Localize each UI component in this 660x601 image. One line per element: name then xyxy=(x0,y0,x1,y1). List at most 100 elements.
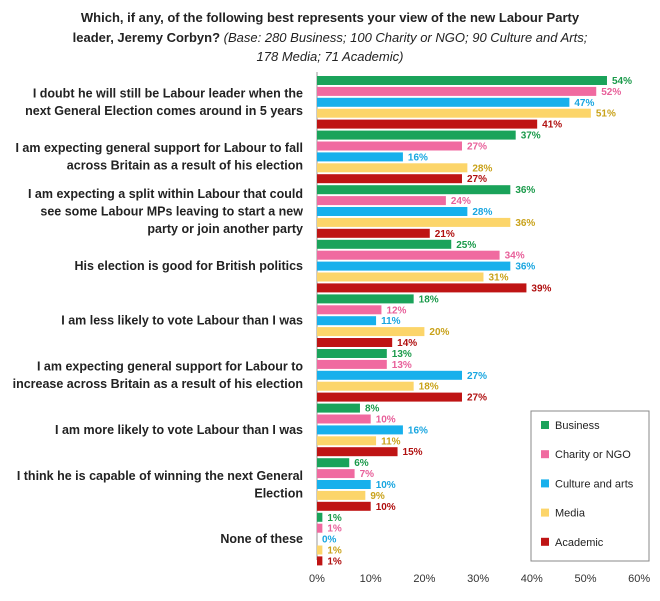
category-label: His election is good for British politic… xyxy=(75,259,304,273)
bar-culture-and-arts xyxy=(317,480,371,489)
bar-media xyxy=(317,272,484,282)
x-tick-label: 0% xyxy=(309,573,325,585)
legend-entry: Media xyxy=(555,508,586,520)
bar-culture-and-arts xyxy=(317,370,462,380)
data-label: 16% xyxy=(408,152,428,163)
bar-business xyxy=(317,185,511,195)
data-label: 36% xyxy=(515,185,535,196)
data-label: 12% xyxy=(386,305,406,316)
data-label: 1% xyxy=(327,546,342,557)
bar-academic xyxy=(317,228,430,238)
bar-media xyxy=(317,108,591,118)
data-label: 21% xyxy=(435,229,455,240)
data-label: 36% xyxy=(515,218,535,229)
x-tick-label: 10% xyxy=(360,573,382,585)
data-label: 28% xyxy=(472,207,492,218)
bar-academic xyxy=(317,556,323,566)
bar-charity-or-ngo xyxy=(317,469,355,479)
bar-business xyxy=(317,76,607,85)
bar-academic xyxy=(317,119,538,129)
legend-swatch xyxy=(541,479,549,488)
data-label: 16% xyxy=(408,425,428,436)
bar-charity-or-ngo xyxy=(317,196,446,206)
bar-charity-or-ngo xyxy=(317,414,371,424)
data-label: 11% xyxy=(381,316,401,327)
category-label: next General Election comes around in 5 … xyxy=(25,104,303,118)
data-label: 6% xyxy=(354,458,369,469)
bar-media xyxy=(317,490,366,500)
data-label: 14% xyxy=(397,338,417,349)
bar-charity-or-ngo xyxy=(317,359,387,369)
bar-media xyxy=(317,381,414,391)
legend-entry: Academic xyxy=(555,537,604,549)
data-label: 52% xyxy=(601,87,621,98)
data-label: 20% xyxy=(429,327,449,338)
bar-culture-and-arts xyxy=(317,316,377,326)
x-tick-label: 50% xyxy=(574,573,596,585)
data-label: 27% xyxy=(467,174,487,185)
bar-academic xyxy=(317,283,527,293)
bar-culture-and-arts xyxy=(317,152,403,162)
bar-charity-or-ngo xyxy=(317,523,323,533)
x-tick-label: 30% xyxy=(467,573,489,585)
data-label: 25% xyxy=(456,240,476,251)
legend-swatch xyxy=(541,421,549,429)
x-tick-label: 40% xyxy=(521,573,543,585)
bar-culture-and-arts xyxy=(317,97,570,107)
bar-charity-or-ngo xyxy=(317,86,597,96)
bar-charity-or-ngo xyxy=(317,250,500,260)
data-label: 51% xyxy=(596,109,616,120)
category-label: increase across Britain as a result of h… xyxy=(13,377,303,391)
bar-culture-and-arts xyxy=(317,425,403,435)
data-label: 13% xyxy=(392,349,412,360)
data-label: 0% xyxy=(322,535,337,546)
x-tick-label: 60% xyxy=(628,573,650,585)
bar-media xyxy=(317,217,511,227)
legend-swatch xyxy=(541,537,549,546)
chart-title-question: leader, Jeremy Corbyn? xyxy=(73,30,220,45)
category-label: I am less likely to vote Labour than I w… xyxy=(61,314,303,328)
plot-area: I doubt he will still be Labour leader w… xyxy=(13,72,650,585)
legend: Business Charity or NGO Culture and arts Me… xyxy=(530,410,650,562)
bar-culture-and-arts xyxy=(317,261,511,271)
bar-academic xyxy=(317,174,462,184)
data-label: 13% xyxy=(392,360,412,371)
category-label: party or join another party xyxy=(147,222,303,236)
legend-entry: Culture and arts xyxy=(555,478,634,490)
data-label: 27% xyxy=(467,142,487,153)
data-label: 47% xyxy=(574,98,594,109)
bar-business xyxy=(317,294,414,304)
category-label: Election xyxy=(254,486,303,500)
bar-media xyxy=(317,163,468,173)
legend-swatch xyxy=(541,450,549,459)
data-label: 10% xyxy=(376,480,396,491)
chart-title-line-1: Which, if any, of the following best rep… xyxy=(81,10,580,25)
bar-business xyxy=(317,512,323,522)
data-label: 54% xyxy=(612,76,632,87)
data-label: 7% xyxy=(360,469,375,480)
data-label: 1% xyxy=(327,513,342,524)
legend-box xyxy=(530,410,650,562)
data-label: 11% xyxy=(381,436,401,447)
data-label: 1% xyxy=(327,524,342,535)
data-label: 8% xyxy=(365,404,380,415)
data-label: 27% xyxy=(467,371,487,382)
category-label: I am expecting general support for Labou… xyxy=(37,360,303,374)
data-label: 39% xyxy=(531,283,551,294)
legend-swatch xyxy=(541,508,549,517)
category-label: I am more likely to vote Labour than I w… xyxy=(55,423,303,437)
data-label: 18% xyxy=(419,294,439,305)
category-label: across Britain as a result of his electi… xyxy=(67,159,303,173)
category-label: I am expecting general support for Labou… xyxy=(15,141,303,155)
category-label: I doubt he will still be Labour leader w… xyxy=(33,87,303,101)
bar-charity-or-ngo xyxy=(317,305,382,315)
data-label: 28% xyxy=(472,163,492,174)
data-label: 34% xyxy=(505,251,525,262)
data-label: 31% xyxy=(488,273,508,284)
data-label: 15% xyxy=(403,447,423,458)
bar-media xyxy=(317,327,425,337)
chart-title-line-2: leader, Jeremy Corbyn? (Base: 280 Busine… xyxy=(73,30,588,45)
data-label: 18% xyxy=(419,382,439,393)
x-tick-label: 20% xyxy=(413,573,435,585)
